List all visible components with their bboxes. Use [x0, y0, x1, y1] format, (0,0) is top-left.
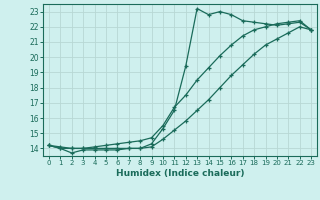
X-axis label: Humidex (Indice chaleur): Humidex (Indice chaleur): [116, 169, 244, 178]
